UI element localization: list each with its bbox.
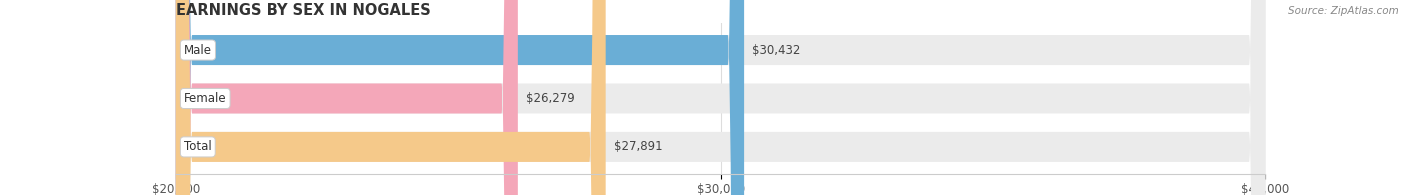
Text: $26,279: $26,279 <box>526 92 575 105</box>
FancyBboxPatch shape <box>176 0 744 195</box>
FancyBboxPatch shape <box>176 0 1265 195</box>
Text: EARNINGS BY SEX IN NOGALES: EARNINGS BY SEX IN NOGALES <box>176 3 430 18</box>
Text: $27,891: $27,891 <box>614 140 662 153</box>
FancyBboxPatch shape <box>176 0 1265 195</box>
FancyBboxPatch shape <box>176 0 517 195</box>
Text: Total: Total <box>184 140 212 153</box>
Text: Source: ZipAtlas.com: Source: ZipAtlas.com <box>1288 6 1399 16</box>
Text: $30,432: $30,432 <box>752 43 800 57</box>
Text: Female: Female <box>184 92 226 105</box>
FancyBboxPatch shape <box>176 0 606 195</box>
Text: Male: Male <box>184 43 212 57</box>
FancyBboxPatch shape <box>176 0 1265 195</box>
